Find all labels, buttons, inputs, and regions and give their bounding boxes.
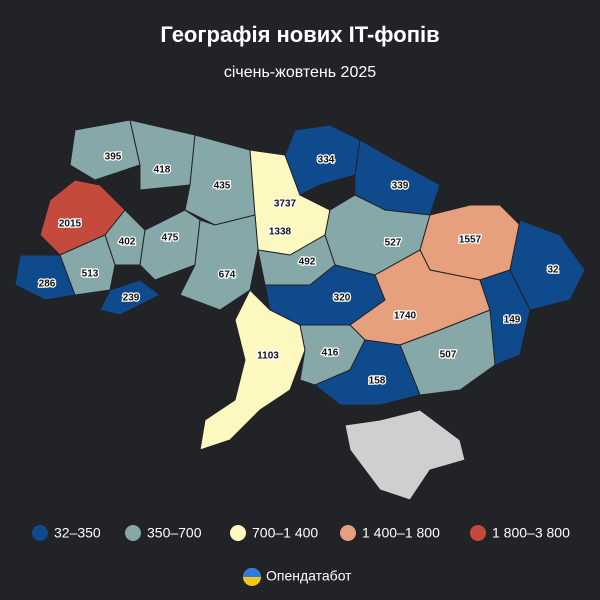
region [314, 339, 421, 406]
region-value: 527 [385, 238, 402, 249]
region-value: 402 [119, 237, 136, 248]
regions [14, 119, 586, 501]
brand-icon-top [243, 568, 261, 577]
region-value: 395 [105, 152, 122, 163]
region [129, 119, 196, 191]
region-value: 1103 [257, 351, 279, 362]
region-value: 32 [547, 265, 559, 276]
region [99, 279, 161, 316]
region-value: 158 [369, 376, 386, 387]
region-value: 492 [299, 257, 316, 268]
legend-swatch [230, 525, 246, 541]
region-value: 3737 [274, 199, 297, 210]
region-value: 334 [318, 155, 335, 166]
region-value: 513 [82, 269, 99, 280]
legend-label: 1 800–3 800 [492, 525, 570, 541]
region-value: 416 [322, 348, 339, 359]
labels: 395 418 435 3737 1338 334 339 2015 402 475 527 1557… [37, 150, 560, 388]
region [59, 234, 116, 296]
legend-swatch [32, 525, 48, 541]
region-value: 507 [440, 350, 457, 361]
region-value: 339 [392, 181, 409, 192]
region-value: 1338 [269, 227, 292, 238]
region-value: 1740 [394, 311, 417, 322]
brand: Опендатабот [266, 568, 352, 584]
region-value: 475 [162, 233, 179, 244]
region-value: 286 [39, 279, 56, 290]
legend-label: 32–350 [54, 525, 101, 541]
legend-swatch [125, 525, 141, 541]
legend-swatch [470, 525, 486, 541]
region-value: 674 [219, 270, 236, 281]
region-value: 2015 [59, 219, 82, 230]
subtitle: січень-жовтень 2025 [224, 64, 376, 81]
region [14, 254, 76, 301]
crimea [344, 409, 466, 501]
legend: 32–350 350–700 700–1 400 1 400–1 800 1 800–3… [32, 525, 570, 541]
region-value: 320 [334, 293, 351, 304]
region-value: 149 [504, 315, 521, 326]
title: Географія нових IT-фопів [160, 22, 439, 47]
legend-swatch [340, 525, 356, 541]
region-value: 239 [123, 293, 140, 304]
legend-label: 700–1 400 [252, 525, 318, 541]
region [69, 119, 141, 181]
legend-label: 350–700 [147, 525, 202, 541]
region-value: 1557 [459, 235, 482, 246]
region-value: 418 [154, 165, 171, 176]
legend-label: 1 400–1 800 [362, 525, 440, 541]
region-value: 435 [214, 181, 231, 192]
